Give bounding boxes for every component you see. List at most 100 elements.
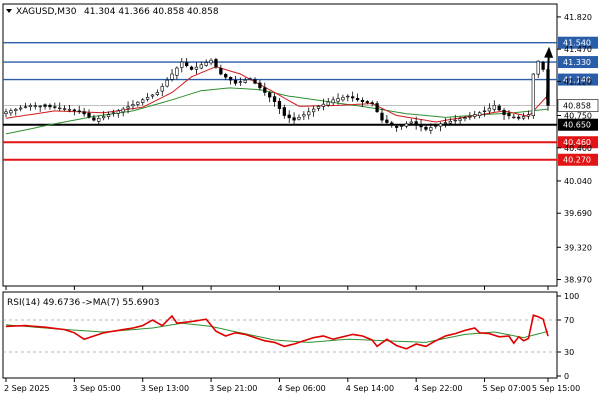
candle-body [48,104,52,108]
time-x-axis: 2 Sep 2025 3 Sep 05:00 3 Sep 13:00 3 Sep 21… [4,384,580,393]
candle-body [67,109,72,111]
candle [287,110,291,123]
candle [28,103,33,111]
y-tick-label: 40.040 [564,177,592,186]
forecast-arrow-layer [544,46,554,100]
candle [199,61,203,70]
candle [482,106,487,117]
candle [297,114,301,121]
candle-body [482,110,487,113]
candle-body [321,103,326,107]
candle-body [536,60,540,75]
candle [263,82,267,96]
price-level-label: 41.140 [563,76,591,85]
candle-body [355,97,360,101]
candle [145,93,150,102]
candle [360,97,365,107]
candle [248,77,252,81]
symbol-dropdown-icon[interactable] [6,9,12,13]
candle-body [414,121,418,125]
candle [43,103,47,110]
y-tick-label: 39.320 [564,243,592,252]
candle-body [351,96,355,99]
candle [526,110,531,120]
rsi-line [5,314,549,350]
candle-body [512,116,516,119]
rsi-header: RSI(14) 49.6736 ->MA(7) 55.6903 [7,298,160,308]
candle [189,65,194,71]
candle-body [238,81,243,83]
candle [204,59,208,67]
price-level-label: 41.540 [563,39,591,48]
candle [282,104,286,119]
rsi-title: RSI(14) 49.6736 [7,298,80,308]
candle-body [263,87,267,93]
candle-body [131,104,135,107]
candle-body [189,66,194,70]
price-level-tag-bg [558,118,598,131]
candle [355,93,360,102]
price-level-label: 40.270 [563,156,591,165]
candle [67,104,72,113]
candle-body [517,116,521,119]
candle [380,108,384,124]
candle-body [448,121,452,124]
candle-body [111,112,116,114]
candle [233,75,238,86]
rsi-y-tick-label: 30 [564,348,574,357]
candle [194,62,199,75]
candle-body [228,77,233,81]
rsi-y-tick-label: 100 [564,292,579,301]
candle [170,68,174,82]
candle [502,107,506,121]
candle [165,77,169,88]
candle-body [160,86,164,92]
candle-body [121,108,125,113]
candle-body [272,96,277,102]
candle [62,105,67,112]
candle [507,109,511,120]
candle-body [38,105,42,108]
candle [136,101,140,107]
candle-body [9,110,13,114]
candle [512,113,516,119]
candle [331,96,335,106]
candle [209,58,213,66]
candle [311,106,316,117]
rsi-ma-line [5,322,549,343]
candle-body [155,92,160,95]
candle [414,116,418,130]
candle [111,109,116,117]
candle-body [390,122,394,126]
candle-body [346,95,350,98]
candle-body [219,68,223,75]
candle [9,108,13,116]
candle [238,77,243,86]
rsi-y-tick-label: 70 [564,316,574,325]
chart-ohlc-values: 41.304 41.366 40.858 40.858 [84,7,219,17]
candle-body [72,109,77,111]
candle-body [23,106,28,108]
candle [102,111,106,121]
candle [228,76,233,85]
candle-body [521,116,526,119]
candle-body [253,79,257,84]
candle [541,60,545,72]
candle [48,103,52,110]
x-tick-label: 3 Sep 21:00 [209,384,257,393]
candle-body [87,112,91,118]
candle [429,123,433,134]
candle [77,105,81,114]
candle [116,108,120,118]
candle-body [14,108,18,111]
candle-body [360,99,365,102]
candle-body [502,110,506,115]
candle-body [116,110,120,114]
candle [370,100,374,107]
candle-body [165,79,169,87]
price-level-label: 40.650 [563,121,591,130]
candle [4,108,8,118]
candle-body [277,100,282,109]
grid-layer [5,286,549,382]
candle-body [292,117,296,121]
